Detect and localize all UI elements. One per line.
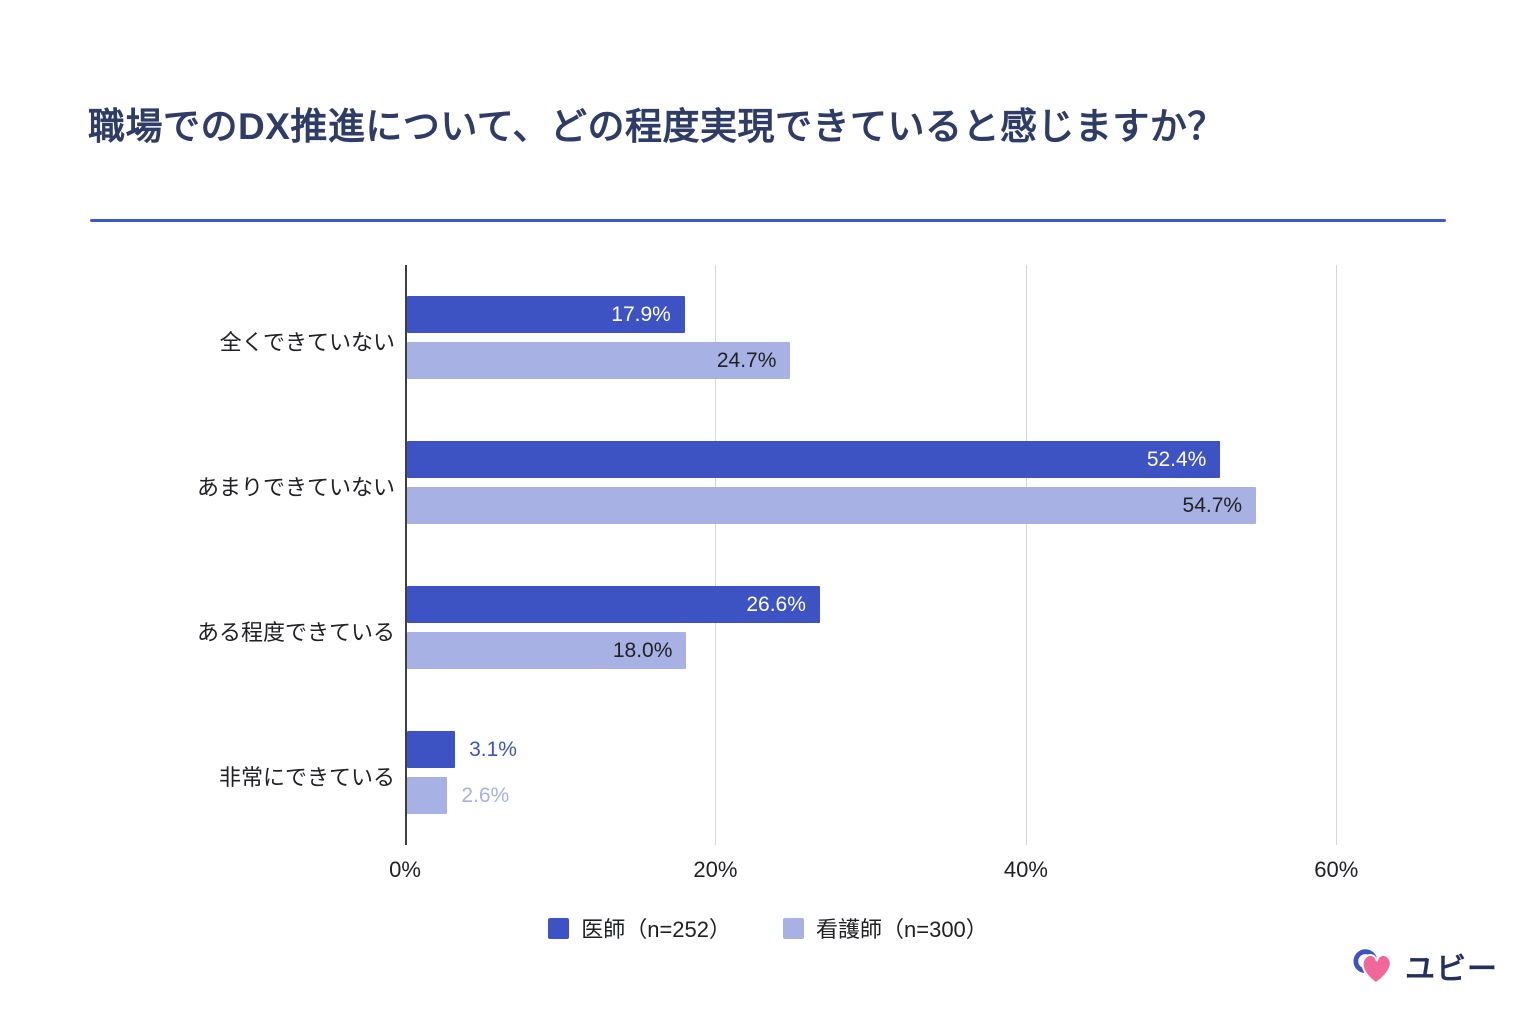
x-tick-label: 0%	[389, 857, 421, 882]
x-axis-ticks: 0% 20% 40% 60%	[389, 857, 1445, 887]
bar-value-label: 52.4%	[1146, 448, 1207, 471]
bar-value-label: 2.6%	[461, 784, 510, 807]
category-label: 非常にできている	[218, 764, 395, 790]
x-tick-label: 20%	[693, 857, 738, 882]
x-tick-label: 60%	[1314, 857, 1359, 882]
bar-nurse-0	[407, 342, 791, 379]
bar-doctor-1	[407, 441, 1221, 478]
bar-value-label: 17.9%	[611, 303, 671, 326]
plot-area: 17.9% 52.4% 26.6% 3.1% 24.7% 54.7% 18.0% 2.6%	[405, 265, 1445, 845]
bar-nurse-1	[407, 487, 1257, 524]
legend-label: 看護師（n=300）	[816, 917, 988, 942]
category-label: あまりできていない	[196, 474, 395, 500]
brand-logo: ユビー	[1351, 944, 1498, 988]
heart-logo-icon	[1353, 949, 1392, 985]
gridline	[1025, 265, 1027, 845]
bar-value-label: 18.0%	[612, 639, 673, 662]
bar-nurse-2	[407, 632, 687, 669]
bar-value-label: 54.7%	[1182, 494, 1243, 517]
bar-value-label: 26.6%	[746, 593, 806, 616]
bar-doctor-3	[407, 731, 456, 768]
title-divider	[90, 219, 1446, 222]
chart-title: 職場でのDX推進について、どの程度実現できていると感じますか？	[88, 106, 1225, 147]
bar-value-label: 24.7%	[716, 349, 777, 372]
bar-nurse-3	[407, 777, 448, 814]
gridline	[1336, 265, 1338, 845]
brand-name: ユビー	[1405, 953, 1498, 986]
x-tick-label: 40%	[1003, 857, 1048, 882]
category-axis: 全くできていないあまりできていない ある程度できている非常にできている	[120, 265, 395, 845]
legend-label: 医師（n=252）	[581, 917, 731, 942]
bar-doctor-2	[407, 586, 820, 623]
gridline	[715, 265, 717, 845]
legend-swatch	[783, 917, 804, 939]
chart-legend: 医師（n=252） 看護師（n=300）	[0, 912, 1536, 944]
bar-doctor-0	[407, 296, 685, 333]
category-label: 全くできていない	[219, 329, 395, 355]
legend-item: 看護師（n=300）	[783, 912, 988, 944]
legend-swatch	[548, 917, 570, 939]
legend-item: 医師（n=252）	[548, 912, 731, 944]
bar-value-label: 3.1%	[469, 738, 517, 761]
category-label: ある程度できている	[196, 619, 395, 645]
y-axis-line	[405, 265, 407, 845]
